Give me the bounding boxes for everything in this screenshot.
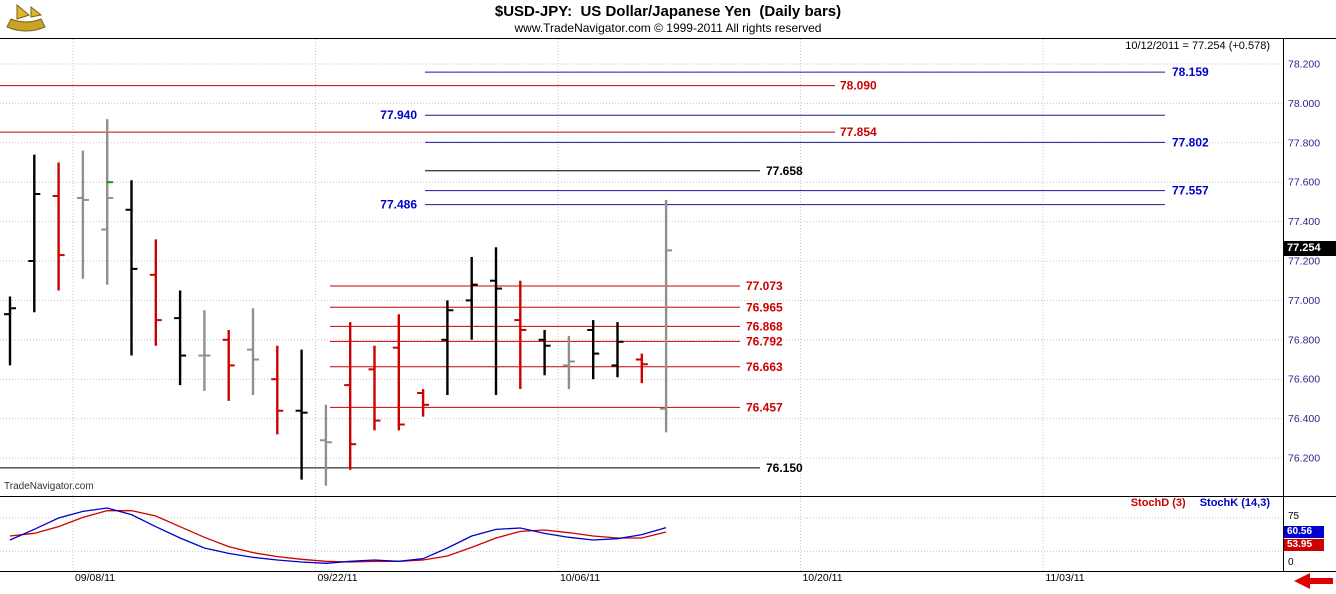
chart-title: $USD-JPY: US Dollar/Japanese Yen (Daily … — [494, 3, 842, 20]
stoch-axis-0: 0 — [1288, 557, 1294, 568]
price-axis-label: 76.400 — [1288, 413, 1320, 425]
scroll-left-arrow[interactable] — [1294, 573, 1333, 589]
level-price-label: 77.940 — [380, 108, 417, 122]
level-price-label: 76.792 — [746, 334, 783, 348]
price-axis-label: 77.600 — [1288, 177, 1320, 189]
app-logo — [3, 1, 49, 35]
stochd-legend[interactable]: StochD (3) — [1130, 497, 1186, 509]
price-axis-label: 78.200 — [1288, 59, 1320, 71]
level-price-label: 78.090 — [840, 79, 877, 93]
gold-ship-icon — [6, 3, 46, 32]
date-axis-label: 10/06/11 — [560, 572, 600, 584]
last-quote-readout: 10/12/2011 = 77.254 (+0.578) — [1125, 40, 1270, 52]
level-price-label: 78.159 — [1172, 65, 1209, 79]
level-price-label: 76.868 — [746, 319, 783, 333]
level-price-label: 77.557 — [1172, 184, 1209, 198]
current-price-tag: 77.254 — [1284, 241, 1336, 256]
level-price-label: 77.854 — [840, 125, 877, 139]
price-axis-label: 78.000 — [1288, 98, 1320, 110]
level-price-label: 77.802 — [1172, 135, 1209, 149]
date-axis-label: 09/22/11 — [317, 572, 357, 584]
level-price-label: 76.663 — [746, 360, 783, 374]
date-axis-label: 11/03/11 — [1045, 572, 1084, 584]
level-price-label: 76.965 — [746, 300, 783, 314]
date-axis-label: 10/20/11 — [802, 572, 842, 584]
price-axis-label: 76.200 — [1288, 453, 1320, 465]
stoch-legend: StochD (3) StochK (14,3) — [1131, 497, 1270, 509]
price-axis-label: 77.200 — [1288, 256, 1320, 268]
date-axis-label: 09/08/11 — [75, 572, 115, 584]
stochk-legend[interactable]: StochK (14,3) — [1199, 497, 1270, 509]
stoch-axis-75: 75 — [1288, 511, 1300, 522]
price-axis-label: 77.800 — [1288, 137, 1320, 149]
level-price-label: 77.073 — [746, 279, 783, 293]
watermark: TradeNavigator.com — [4, 481, 94, 492]
current-price-value: 77.254 — [1287, 242, 1321, 254]
level-price-label: 76.150 — [766, 461, 803, 475]
price-axis-label: 77.400 — [1288, 216, 1320, 228]
price-axis-label: 76.800 — [1288, 334, 1320, 346]
stochk-value-tag: 60.56 — [1284, 526, 1324, 538]
stochk-line — [9, 507, 667, 564]
price-axis-label: 77.000 — [1288, 295, 1320, 307]
level-price-label: 77.486 — [380, 198, 417, 212]
price-axis-label: 76.600 — [1288, 374, 1320, 386]
copyright-line: www.TradeNavigator.com © 1999-2011 All r… — [514, 21, 822, 35]
stochd-value-tag: 53.95 — [1284, 539, 1324, 551]
level-price-label: 77.658 — [766, 164, 803, 178]
level-price-label: 76.457 — [746, 400, 783, 414]
